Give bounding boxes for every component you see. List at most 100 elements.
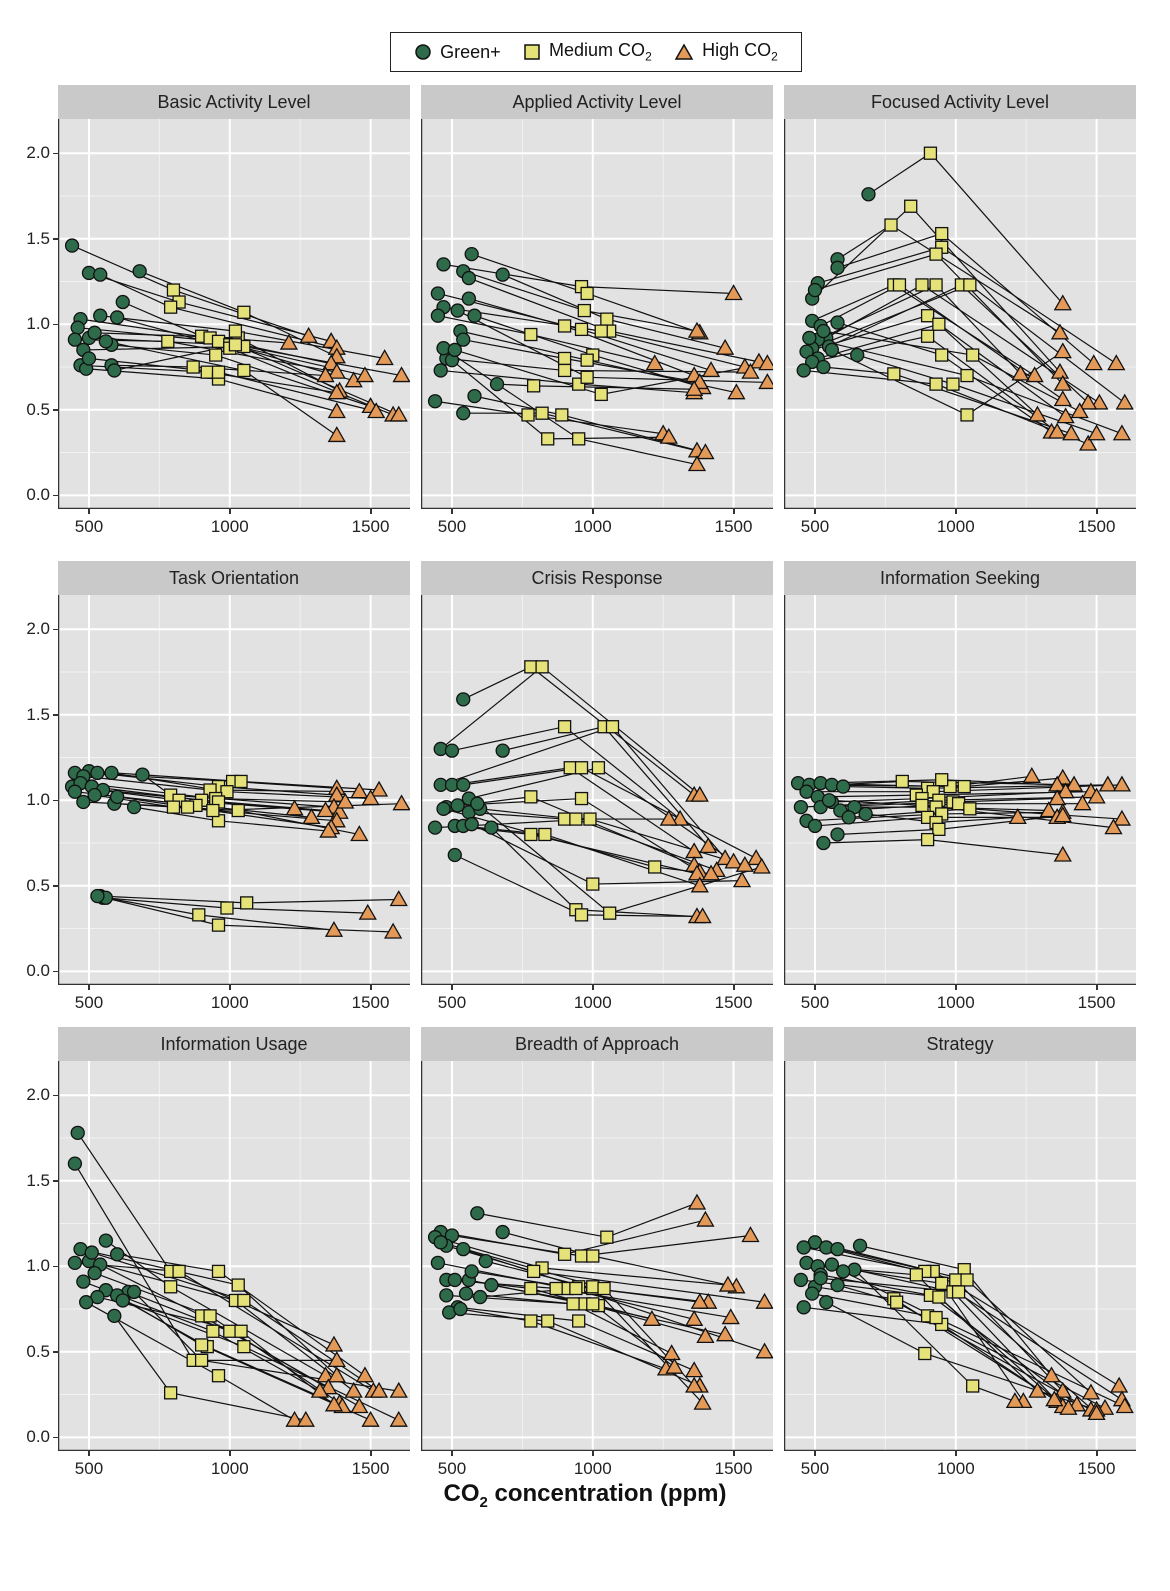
high-co2-point bbox=[324, 920, 344, 937]
medium-co2-point bbox=[535, 406, 549, 420]
x-tick-mark bbox=[229, 509, 231, 514]
medium-co2-point bbox=[200, 365, 214, 379]
panel-plot bbox=[421, 1061, 773, 1451]
high-co2-point bbox=[741, 362, 760, 379]
medium-co2-point bbox=[904, 199, 918, 213]
green-point bbox=[816, 323, 831, 339]
green-point bbox=[67, 784, 83, 799]
medium-co2-point bbox=[524, 327, 538, 342]
high-co2-point bbox=[724, 284, 743, 301]
high-co2-point bbox=[279, 333, 299, 350]
green-point bbox=[858, 806, 873, 822]
medium-co2-point bbox=[557, 812, 572, 826]
high-co2-point bbox=[687, 321, 707, 338]
green-point bbox=[470, 796, 485, 811]
x-tick-label: 1000 bbox=[573, 993, 612, 1012]
x-tick-mark bbox=[592, 1451, 594, 1456]
green-point bbox=[115, 1293, 130, 1308]
y-tick-mark bbox=[53, 409, 58, 411]
medium-co2-point bbox=[951, 1285, 966, 1299]
medium-co2-point bbox=[186, 360, 200, 374]
high-co2-point bbox=[1045, 1390, 1064, 1407]
y-tick-label: 1.5 bbox=[26, 228, 50, 248]
x-tick-label: 1000 bbox=[210, 517, 249, 536]
green-point bbox=[87, 1265, 102, 1281]
green-point bbox=[70, 320, 85, 335]
green-point bbox=[76, 794, 91, 810]
panel-title: Task Orientation bbox=[58, 561, 410, 595]
y-tick-mark bbox=[53, 1094, 58, 1097]
medium-co2-point bbox=[209, 348, 223, 362]
high-co2-point bbox=[735, 855, 754, 872]
high-co2-point bbox=[327, 402, 346, 419]
high-co2-point bbox=[327, 383, 346, 400]
x-tick-label: 1500 bbox=[714, 1459, 753, 1478]
green-point bbox=[447, 1272, 462, 1288]
high-co2-point bbox=[299, 326, 318, 343]
medium-co2-point bbox=[161, 334, 175, 349]
x-tick-mark bbox=[955, 1451, 957, 1456]
high-co2-point bbox=[1053, 390, 1072, 407]
x-tick-label: 1000 bbox=[936, 517, 975, 536]
high-co2-point bbox=[392, 794, 410, 811]
medium-co2-point bbox=[963, 802, 977, 816]
y-tick-label: 0.5 bbox=[26, 875, 50, 895]
y-tick-label: 1.0 bbox=[26, 1256, 50, 1276]
green-point bbox=[796, 363, 811, 378]
legend-label-high: High CO bbox=[702, 40, 772, 61]
green-point bbox=[830, 1242, 845, 1257]
y-tick-mark bbox=[53, 323, 58, 326]
x-axis-label-main: CO bbox=[443, 1480, 480, 1507]
green-point bbox=[70, 1125, 85, 1140]
high-co2-point bbox=[659, 427, 678, 444]
medium-co2-point bbox=[234, 1324, 248, 1338]
green-point bbox=[472, 1289, 488, 1305]
x-tick-label: 500 bbox=[437, 517, 467, 536]
green-point bbox=[495, 1224, 510, 1240]
x-tick-mark bbox=[1096, 1451, 1098, 1456]
high-co2-point bbox=[1062, 424, 1081, 441]
medium-co2-point bbox=[524, 1314, 538, 1328]
medium-co2-point bbox=[192, 908, 206, 922]
medium-co2-point bbox=[574, 761, 589, 775]
x-tick-label: 500 bbox=[437, 1459, 467, 1478]
legend-item-high: High CO2 bbox=[674, 40, 778, 64]
high-co2-point bbox=[316, 1366, 335, 1383]
medium-co2-point bbox=[535, 660, 549, 674]
high-co2-point bbox=[1070, 402, 1089, 419]
legend-item-medium: Medium CO2 bbox=[523, 40, 652, 64]
green-point bbox=[98, 1233, 114, 1248]
x-tick-label: 1000 bbox=[210, 1459, 249, 1478]
medium-co2-point bbox=[586, 1280, 600, 1294]
medium-co2-point bbox=[960, 368, 974, 383]
x-tick-mark bbox=[955, 509, 957, 514]
legend-label-high-sub: 2 bbox=[771, 49, 778, 64]
green-point bbox=[802, 330, 817, 346]
green-point bbox=[850, 347, 865, 363]
x-tick-mark bbox=[88, 985, 90, 990]
green-point bbox=[796, 1240, 811, 1255]
green-point bbox=[816, 835, 831, 851]
legend-label-medium-sub: 2 bbox=[645, 49, 652, 64]
high-co2-point bbox=[724, 852, 743, 869]
green-point bbox=[456, 777, 471, 793]
medium-co2-point bbox=[935, 348, 949, 362]
medium-co2-point bbox=[223, 1324, 237, 1338]
green-point bbox=[109, 789, 125, 804]
medium-co2-point bbox=[932, 822, 946, 836]
green-point bbox=[464, 1264, 479, 1279]
green-point bbox=[807, 818, 823, 834]
green-point bbox=[464, 246, 479, 262]
high-co2-point bbox=[690, 1292, 709, 1309]
high-co2-point bbox=[693, 1393, 712, 1410]
x-tick-label: 500 bbox=[437, 993, 467, 1012]
medium-co2-point bbox=[586, 877, 600, 891]
high-co2-point bbox=[1048, 789, 1067, 806]
high-co2-point bbox=[1115, 1397, 1134, 1414]
medium-co2-point bbox=[211, 1264, 226, 1279]
medium-co2-point bbox=[163, 300, 178, 314]
panel-background bbox=[421, 595, 773, 985]
medium-co2-point bbox=[580, 370, 594, 384]
green-point bbox=[64, 238, 80, 253]
